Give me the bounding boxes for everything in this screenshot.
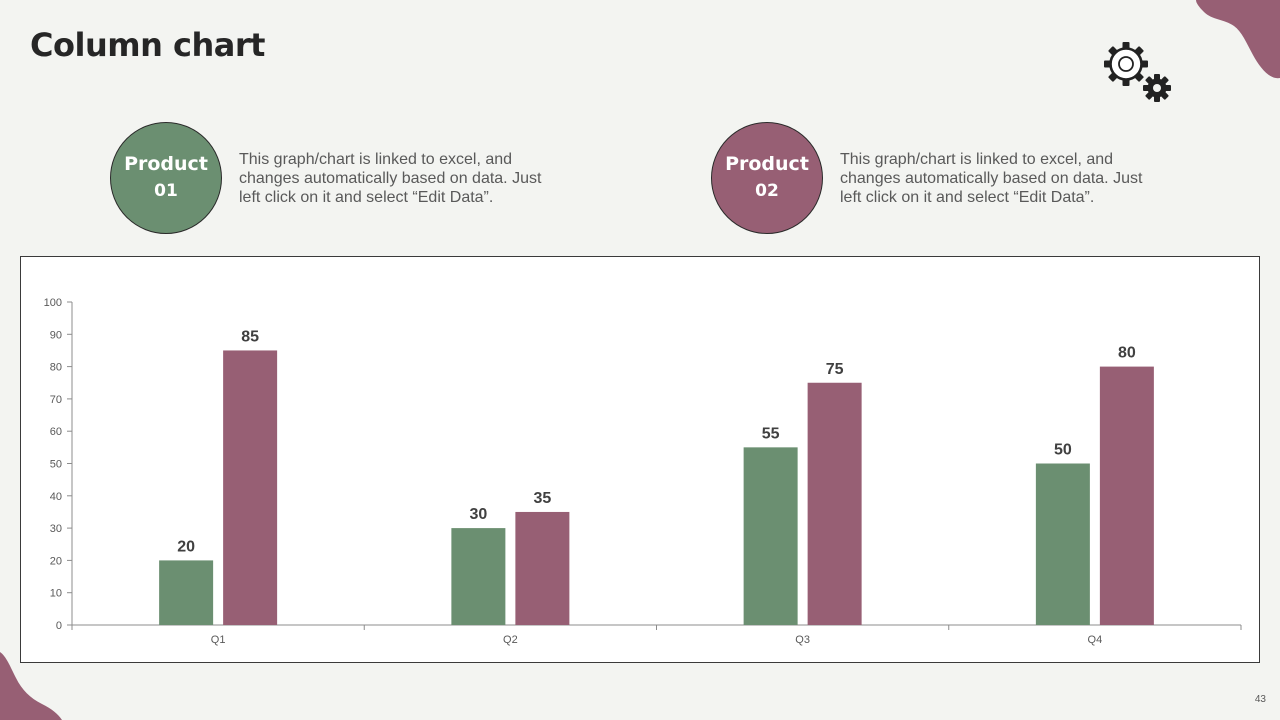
corner-blob-top-right [1196, 0, 1280, 79]
bar [451, 528, 506, 625]
product-02-number: 02 [755, 181, 779, 201]
data-label: 30 [469, 506, 487, 523]
bar [223, 350, 278, 625]
y-tick-label: 0 [56, 620, 62, 632]
product-02-circle: Product 02 [711, 122, 823, 234]
bar [1035, 463, 1090, 625]
product-01-circle: Product 01 [110, 122, 222, 234]
data-label: 75 [826, 361, 844, 378]
data-label: 80 [1118, 345, 1136, 362]
y-tick-label: 100 [44, 297, 62, 309]
bar [1099, 366, 1154, 625]
data-label: 55 [762, 425, 780, 442]
product-02-label: Product [725, 153, 809, 175]
bar [159, 560, 214, 625]
bar [515, 511, 570, 625]
y-tick-label: 80 [50, 362, 62, 374]
product-01-number: 01 [154, 181, 178, 201]
y-tick-label: 10 [50, 588, 62, 600]
bar [743, 447, 798, 625]
y-tick-label: 60 [50, 426, 62, 438]
product-02-description: This graph/chart is linked to excel, and… [840, 151, 1143, 206]
x-tick-label: Q1 [211, 634, 226, 646]
corner-blob-bottom-left [0, 652, 62, 720]
y-tick-label: 90 [50, 329, 62, 341]
data-label: 85 [241, 328, 259, 345]
slide-title: Column chart [30, 26, 265, 64]
y-tick-label: 20 [50, 555, 62, 567]
column-chart: 0 10 20 30 40 50 60 70 80 90 100 20 85 Q1 30 35 Q2 55 75 Q3… [44, 297, 1242, 646]
x-tick-label: Q3 [795, 634, 810, 646]
chart-frame: 0 10 20 30 40 50 60 70 80 90 100 20 85 Q1 30 35 Q2 55 75 Q3… [20, 256, 1260, 663]
bar [807, 382, 862, 625]
y-tick-label: 30 [50, 523, 62, 535]
y-tick-label: 70 [50, 394, 62, 406]
data-label: 35 [533, 490, 551, 507]
gears-icon [1104, 42, 1171, 102]
data-label: 50 [1054, 442, 1072, 459]
product-01-description: This graph/chart is linked to excel, and… [239, 151, 542, 206]
page-number: 43 [1254, 694, 1266, 705]
product-01-label: Product [124, 153, 208, 175]
x-tick-label: Q2 [503, 634, 518, 646]
y-tick-label: 40 [50, 491, 62, 503]
data-label: 20 [177, 538, 195, 555]
x-tick-label: Q4 [1088, 634, 1103, 646]
y-tick-label: 50 [50, 459, 62, 471]
